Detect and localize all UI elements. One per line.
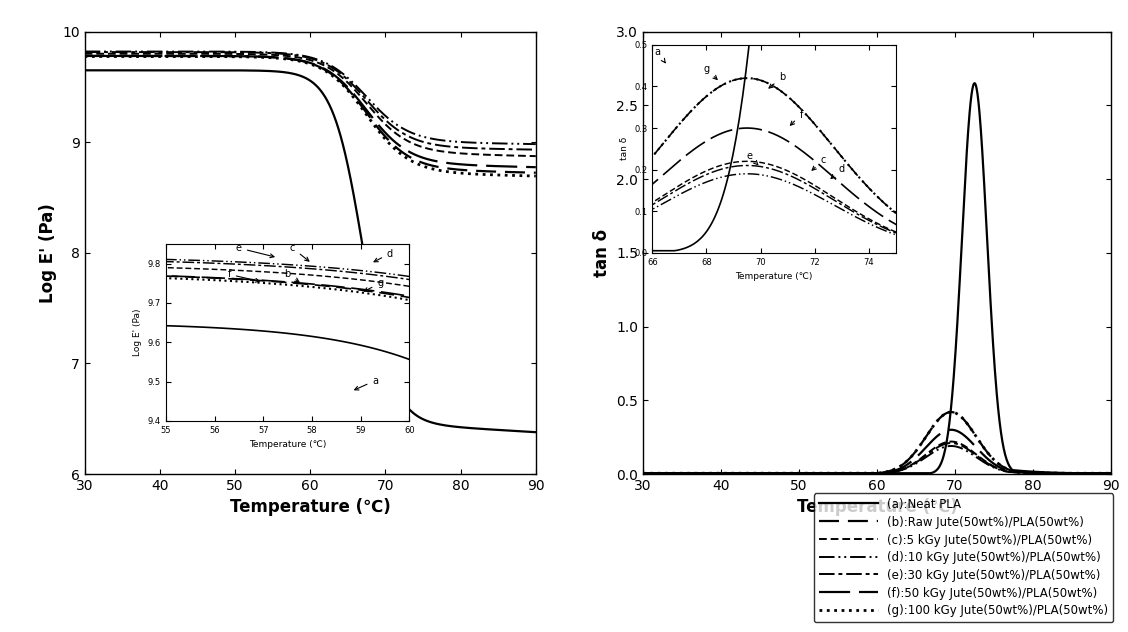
Legend: (a):Neat PLA, (b):Raw Jute(50wt%)/PLA(50wt%), (c):5 kGy Jute(50wt%)/PLA(50wt%), : (a):Neat PLA, (b):Raw Jute(50wt%)/PLA(50…	[814, 494, 1113, 622]
Y-axis label: tan δ: tan δ	[592, 229, 610, 277]
X-axis label: Temperature (℃): Temperature (℃)	[230, 499, 390, 516]
Y-axis label: Log E' (Pa): Log E' (Pa)	[38, 203, 56, 303]
X-axis label: Temperature (℃): Temperature (℃)	[796, 499, 958, 516]
